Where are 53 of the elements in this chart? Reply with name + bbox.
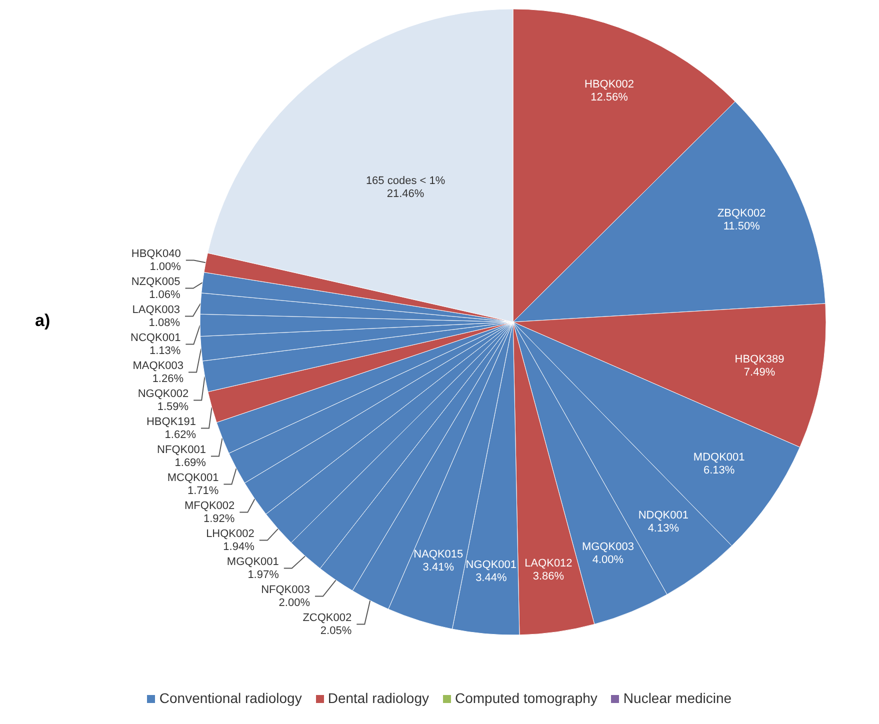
data-label: 1.94%: [223, 540, 255, 553]
data-label: 1.69%: [174, 456, 206, 469]
data-label: 1.62%: [164, 428, 196, 441]
slice-label: HBQK191: [146, 416, 196, 428]
data-label: 1.00%: [150, 260, 182, 273]
slice-label: NFQK003: [261, 584, 310, 596]
data-label: 1.13%: [149, 344, 181, 357]
data-label: 6.13%: [703, 464, 735, 477]
slice-label: 165 codes < 1%: [366, 175, 446, 188]
slice-label: NCQK001: [130, 332, 181, 344]
data-label: 3.44%: [476, 572, 507, 584]
slice-label: MAQK003: [132, 360, 184, 372]
slice-label: MGQK001: [226, 556, 279, 568]
data-label: 3.41%: [422, 562, 454, 574]
data-label: 21.46%: [386, 188, 424, 200]
text: Dental radiology: [326, 690, 429, 706]
data-label: 1.08%: [148, 316, 180, 329]
data-label: 1.97%: [248, 568, 280, 581]
text: a): [35, 311, 50, 330]
slice-label: MGQK003: [582, 541, 634, 554]
data-label: 1.26%: [152, 372, 184, 385]
slice-label: NDQK001: [638, 510, 688, 522]
data-label: 1.71%: [188, 484, 219, 497]
slice-label: MDQK001: [693, 452, 745, 464]
text: Conventional radiology: [158, 690, 302, 706]
slice-label: LAQK003: [132, 304, 180, 316]
slice-label: NGQK001: [466, 558, 517, 571]
slice-label: LHQK002: [206, 528, 254, 540]
slice-label: NAQK015: [414, 548, 464, 561]
text: Nuclear medicine: [622, 690, 732, 706]
slice-label: HBQK002: [584, 78, 634, 90]
data-label: 2.05%: [320, 624, 352, 637]
data-label: 2.00%: [278, 596, 310, 609]
text: Computed tomography: [454, 690, 598, 706]
slice-label: MCQK001: [167, 472, 219, 484]
slice-label: HBQK389: [734, 353, 784, 366]
data-label: 7.49%: [744, 366, 776, 378]
data-label: 4.00%: [592, 554, 624, 566]
slice-label: NGQK002: [138, 388, 189, 400]
slice-label: NZQK005: [131, 276, 180, 288]
data-label: 1.59%: [157, 400, 189, 413]
slice-label: ZBQK002: [717, 207, 766, 220]
slice-label: LAQK012: [524, 557, 572, 570]
slice-label: MFQK002: [184, 500, 235, 512]
data-label: 4.13%: [648, 522, 680, 535]
data-label: 1.92%: [203, 512, 235, 525]
data-label: 11.50%: [723, 220, 760, 232]
data-label: 3.86%: [532, 570, 564, 582]
data-label: 12.56%: [590, 91, 628, 104]
slice-label: NFQK001: [157, 444, 206, 456]
data-label: 1.06%: [149, 288, 180, 301]
slice-label: HBQK040: [131, 248, 181, 260]
slice-label: ZCQK002: [302, 612, 352, 624]
